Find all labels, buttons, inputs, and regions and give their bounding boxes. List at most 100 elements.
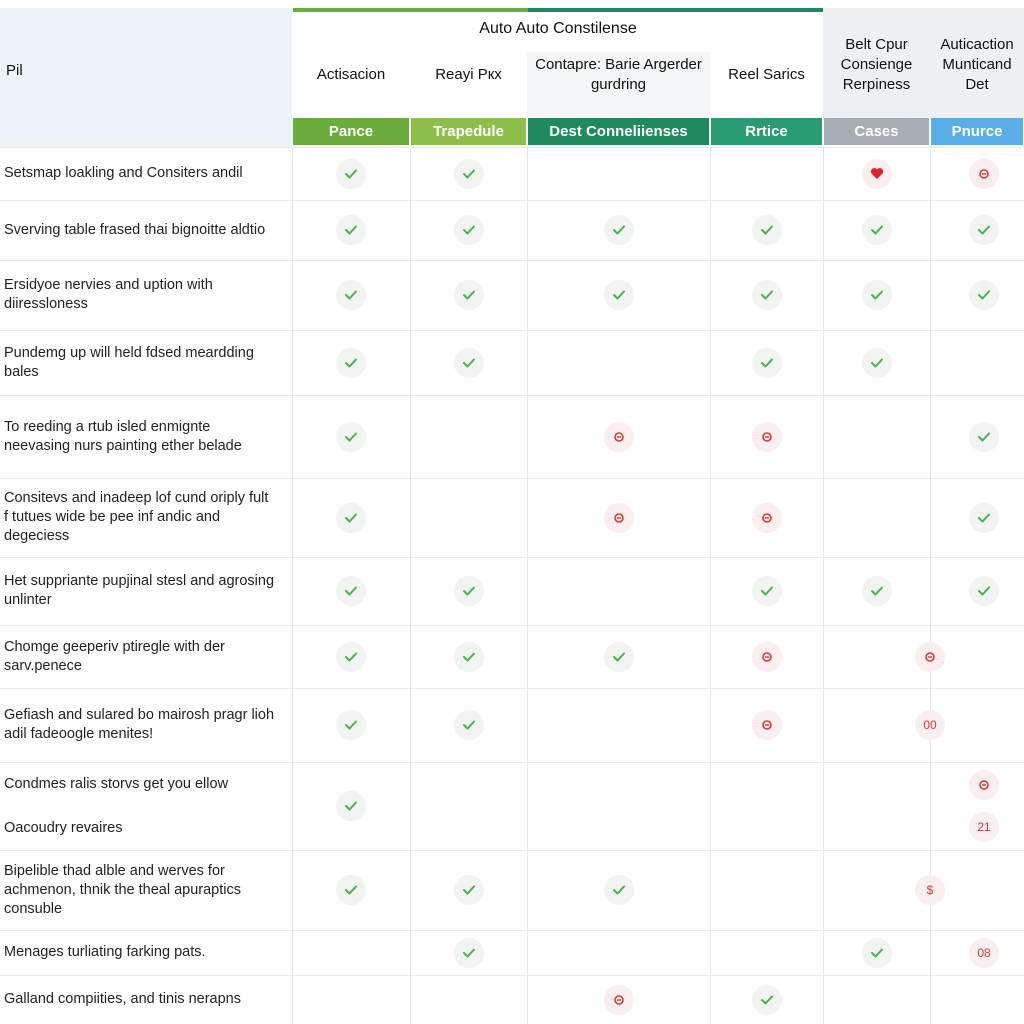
- grid-line: [0, 850, 1024, 851]
- check-icon: [454, 937, 484, 968]
- grid-line: [0, 557, 1024, 558]
- top-bar: [293, 8, 528, 12]
- grid-line: [0, 930, 1024, 931]
- row-label: To reeding a rtub isled enmignte neevasi…: [4, 418, 242, 454]
- check-icon: [604, 215, 634, 245]
- row-label: Galland compiities, and tinis nerapns: [4, 991, 241, 1007]
- check-icon: [336, 215, 366, 245]
- check-icon: [454, 280, 484, 310]
- check-icon: [336, 641, 366, 672]
- check-icon: [862, 576, 892, 606]
- check-icon: [454, 215, 484, 245]
- alert-icon: [915, 641, 945, 672]
- column-title: Reayi Pкx: [435, 66, 502, 83]
- check-icon: [752, 215, 782, 245]
- check-icon: [862, 280, 892, 310]
- check-icon: [454, 347, 484, 378]
- check-icon: [752, 984, 782, 1015]
- check-icon: [454, 158, 484, 189]
- check-icon: [336, 158, 366, 189]
- alert-icon: [604, 502, 634, 533]
- grid-line: [527, 147, 528, 1024]
- check-icon: [336, 710, 366, 740]
- check-icon: [604, 280, 634, 310]
- alert-icon: [752, 421, 782, 452]
- check-icon: [336, 502, 366, 533]
- alert-icon: [862, 158, 892, 189]
- side-header-bg: [823, 8, 1024, 118]
- row-label: Setsmap loakling and Consiters andil: [4, 165, 243, 181]
- row-label: Pundemg up will held fdsed meardding bal…: [4, 344, 254, 380]
- check-icon: [336, 347, 366, 378]
- alert-icon: [752, 641, 782, 672]
- check-icon: [969, 280, 999, 310]
- alert-icon: [969, 770, 999, 800]
- grid-line: [0, 147, 1024, 148]
- alert-icon: [752, 710, 782, 740]
- check-icon: [752, 576, 782, 606]
- grid-line: [930, 147, 931, 1024]
- alert-badge: 08: [969, 937, 999, 968]
- grid-line: [0, 762, 1024, 763]
- corner-bg: [0, 8, 292, 147]
- row-label: Sverving table frased thai bignoitte ald…: [4, 221, 266, 238]
- check-icon: [454, 875, 484, 905]
- check-icon: [862, 215, 892, 245]
- column-title: Auticaction Munticand Det: [940, 36, 1014, 93]
- check-icon: [454, 710, 484, 740]
- row-label: Consitevs and inadeep lof cund oriply fu…: [4, 490, 269, 544]
- row-label: Het suppriante pupjinal stesl and agrosi…: [4, 573, 275, 608]
- row-label: Bipelible thad alble and werves for achm…: [4, 862, 241, 917]
- row-label: Gefiash and sulared bo mairosh pragr lio…: [4, 707, 275, 742]
- grid-line: [0, 330, 1024, 331]
- check-icon: [336, 576, 366, 606]
- grid-line: [710, 147, 711, 1024]
- check-icon: [969, 215, 999, 245]
- check-icon: [969, 421, 999, 452]
- check-icon: [604, 641, 634, 672]
- grid-line: [292, 147, 293, 1024]
- alert-icon: [752, 502, 782, 533]
- alert-badge: 21: [969, 812, 999, 842]
- column-band: Trapedule: [411, 118, 526, 145]
- check-icon: [752, 347, 782, 378]
- alert-badge: 00: [915, 710, 945, 740]
- grid-line: [823, 147, 824, 1024]
- check-icon: [336, 791, 366, 821]
- column-band: Pnurce: [931, 118, 1023, 145]
- check-icon: [454, 641, 484, 672]
- check-icon: [336, 875, 366, 905]
- check-icon: [969, 502, 999, 533]
- check-icon: [752, 280, 782, 310]
- corner-label: Pil: [6, 62, 23, 79]
- group-title: Auto Auto Constilense: [479, 20, 637, 37]
- alert-icon: [604, 984, 634, 1015]
- check-icon: [336, 280, 366, 310]
- column-band: Cases: [824, 118, 929, 145]
- grid-line: [410, 147, 411, 1024]
- column-band: Rrtice: [711, 118, 822, 145]
- alert-badge: $: [915, 875, 945, 905]
- top-bar: [528, 8, 823, 12]
- grid-line: [0, 478, 1024, 479]
- grid-line: [0, 200, 1024, 201]
- grid-line: [0, 688, 1024, 689]
- grid-line: [0, 260, 1024, 261]
- check-icon: [604, 875, 634, 905]
- row-note: Oacoudry revaires: [4, 819, 123, 836]
- row-label: Condmes ralis storvs get you ellow: [4, 775, 229, 792]
- check-icon: [862, 347, 892, 378]
- grid-line: [0, 975, 1024, 976]
- alert-icon: [969, 158, 999, 189]
- column-title: Belt Cpur Consienge Rerpiness: [840, 36, 913, 93]
- grid-line: [0, 625, 1024, 626]
- check-icon: [862, 937, 892, 968]
- row-label: Menages turliating farking pats.: [4, 944, 206, 960]
- check-icon: [336, 421, 366, 452]
- check-icon: [969, 576, 999, 606]
- column-title: Contapre: Barie Argerder gurdring: [535, 56, 702, 93]
- check-icon: [454, 576, 484, 606]
- row-label: Ersidyoe nervies and uption with diiress…: [4, 277, 213, 312]
- row-label: Chomge geeperiv ptiregle with der sarv.p…: [4, 638, 225, 674]
- column-band: Dest Conneliienses: [528, 118, 709, 145]
